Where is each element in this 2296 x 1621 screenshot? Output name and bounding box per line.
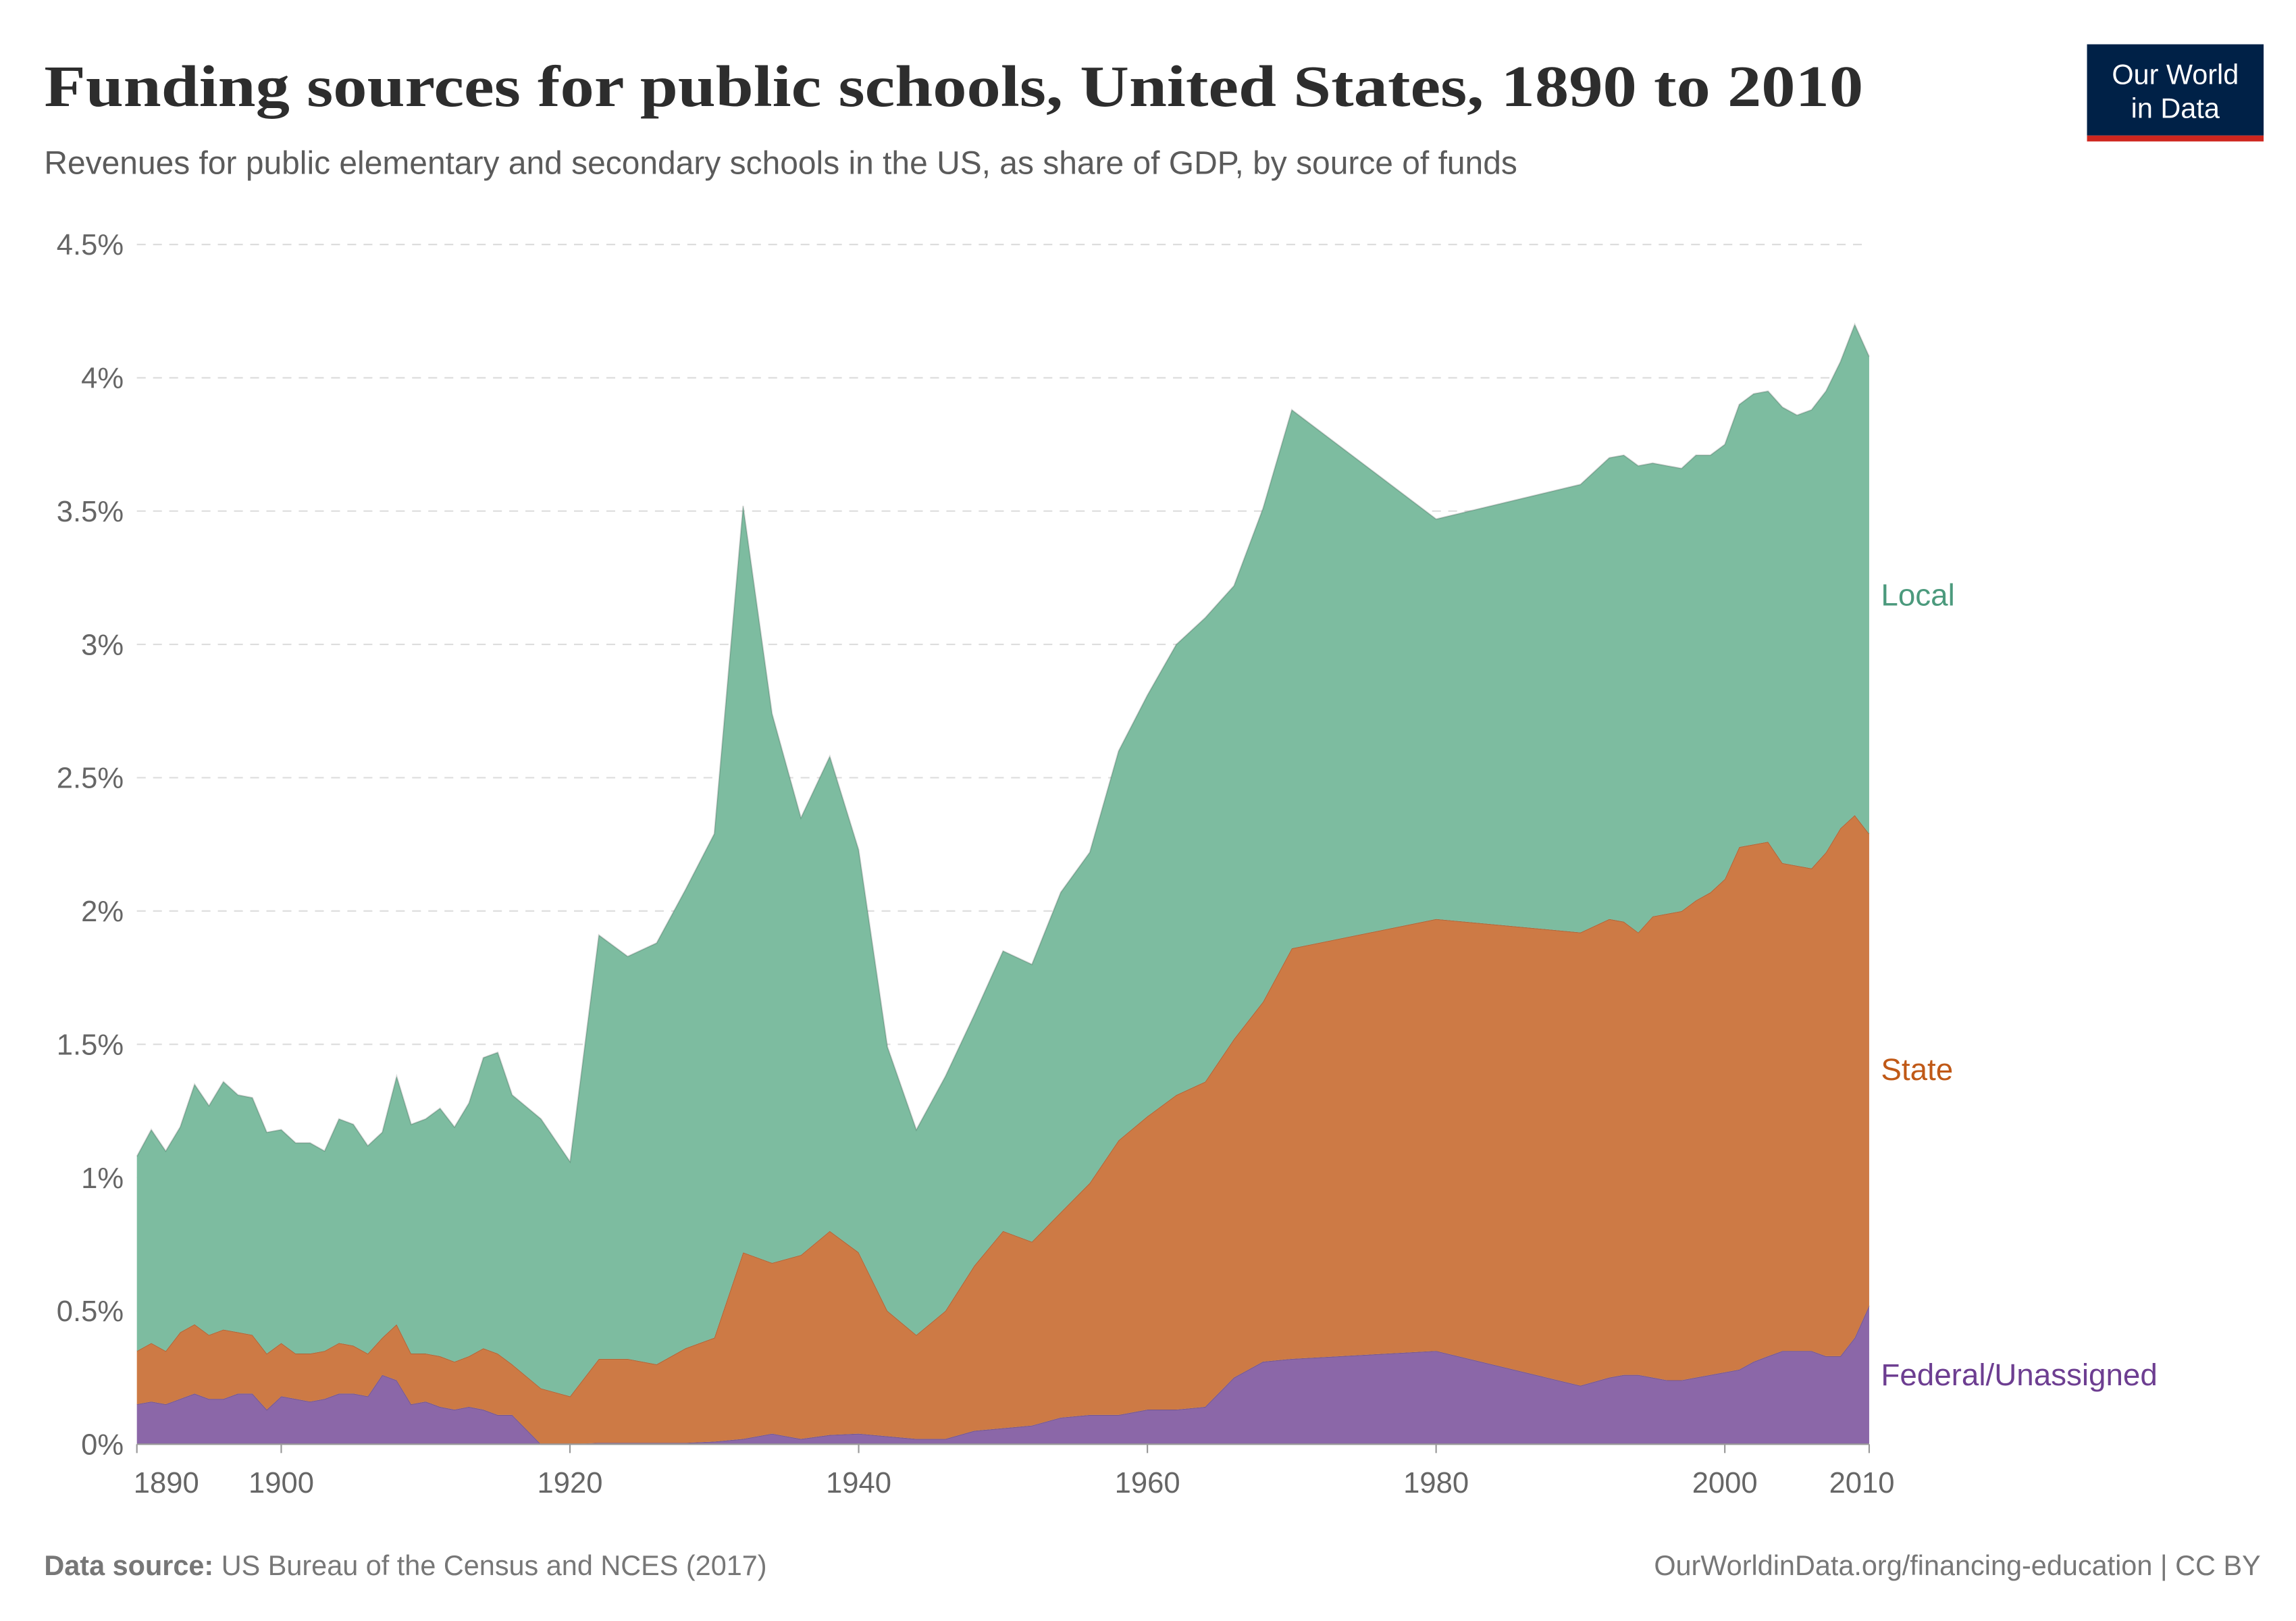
- x-tick-label: 2010: [1829, 1467, 1895, 1499]
- x-tick-label: 1980: [1403, 1467, 1469, 1499]
- owid-logo[interactable]: Our World in Data: [2087, 44, 2264, 142]
- y-tick-label: 4%: [81, 363, 124, 395]
- x-tick-label: 1920: [538, 1467, 603, 1499]
- chart-subtitle: Revenues for public elementary and secon…: [44, 145, 1517, 181]
- y-axis: 0% 0.5% 1% 1.5% 2% 2.5% 3% 3.5% 4% 4.5%: [57, 229, 124, 1461]
- series-label: State: [1881, 1052, 1953, 1087]
- x-tick-label: 1900: [249, 1467, 314, 1499]
- x-axis: 1890 1900 1920 1940 1960 1980 2000 2010: [134, 1443, 1895, 1499]
- source-url-license[interactable]: OurWorldinData.org/financing-education |…: [1654, 1550, 2260, 1581]
- logo-background: [2087, 44, 2264, 136]
- y-tick-label: 4.5%: [57, 229, 124, 261]
- chart-title: Funding sources for public schools, Unit…: [44, 53, 1863, 119]
- logo-accent-bar: [2087, 135, 2264, 142]
- area-edge: [136, 322, 1870, 1164]
- data-source-label: Data source:: [44, 1550, 213, 1581]
- data-source: Data source: US Bureau of the Census and…: [44, 1550, 766, 1581]
- y-tick-label: 2%: [81, 896, 124, 928]
- series-label: Local: [1881, 577, 1954, 612]
- y-tick-label: 2.5%: [57, 763, 124, 795]
- y-tick-label: 1.5%: [57, 1029, 124, 1061]
- x-tick-label: 1960: [1115, 1467, 1180, 1499]
- area-local[interactable]: [136, 324, 1869, 1397]
- series-labels: Federal/Unassigned State Local: [1881, 577, 2157, 1392]
- series-label: Federal/Unassigned: [1881, 1358, 2157, 1392]
- y-tick-label: 1%: [81, 1162, 124, 1195]
- data-source-text: US Bureau of the Census and NCES (2017): [221, 1550, 767, 1581]
- y-tick-label: 0%: [81, 1429, 124, 1462]
- y-tick-label: 0.5%: [57, 1295, 124, 1328]
- x-tick-label: 1890: [134, 1467, 199, 1499]
- x-tick-label: 2000: [1692, 1467, 1758, 1499]
- area-federal-unassigned[interactable]: [136, 1305, 1869, 1445]
- y-tick-label: 3.5%: [57, 496, 124, 528]
- area-series: [136, 322, 1870, 1445]
- logo-line2: in Data: [2131, 93, 2220, 124]
- area-state[interactable]: [136, 815, 1869, 1445]
- logo-line1: Our World: [2112, 59, 2239, 90]
- y-tick-label: 3%: [81, 629, 124, 661]
- x-tick-label: 1940: [826, 1467, 891, 1499]
